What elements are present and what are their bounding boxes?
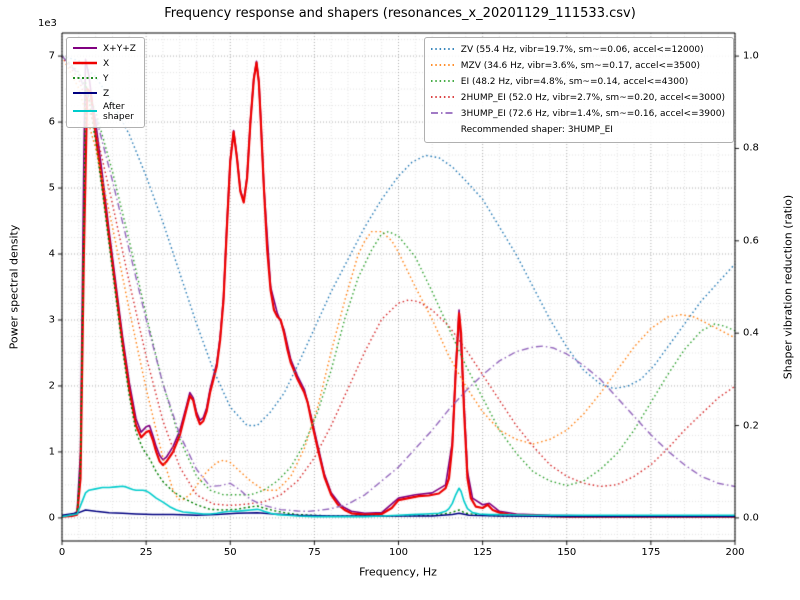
y-right-tick-label: 0.0 <box>743 512 759 524</box>
legend-line-sample-x <box>73 59 97 70</box>
legend-line-sample-2hump-ei <box>430 93 455 104</box>
legend-line-sample-after-shaper <box>73 107 97 118</box>
legend-label-z: Z <box>103 89 110 100</box>
y-right-tick-label: 0.8 <box>743 142 759 154</box>
legend-item-mzv: MZV (34.6 Hz, vibr=3.6%, sm~=0.17, accel… <box>430 58 725 74</box>
legend-psd: X+Y+Z X Y Z After shaper <box>66 37 145 128</box>
y-axis-multiplier: 1e3 <box>38 18 57 29</box>
legend-label-y: Y <box>103 74 109 85</box>
legend-line-sample-ei <box>430 77 455 88</box>
legend-line-sample-3hump-ei <box>430 109 455 120</box>
y-right-tick-label: 0.4 <box>743 327 759 339</box>
legend-item-z: Z <box>73 87 136 102</box>
x-tick-label: 0 <box>58 547 66 558</box>
legend-label-x-y-z: X+Y+Z <box>103 44 136 55</box>
legend-label-3hump-ei: 3HUMP_EI (72.6 Hz, vibr=1.4%, sm~=0.16, … <box>460 108 725 119</box>
legend-item-recommended-shaper: Recommended shaper: 3HUMP_EI <box>431 122 725 138</box>
y-axis-label-right: Shaper vibration reduction (ratio) <box>781 194 795 380</box>
legend-item-x-y-z: X+Y+Z <box>73 42 136 57</box>
y-axis-label-left: Power spectral density <box>7 224 21 350</box>
y-left-tick-label: 7 <box>48 50 55 62</box>
y-right-tick-label: 0.6 <box>743 235 759 247</box>
x-tick-label: 75 <box>308 547 321 558</box>
legend-item-after-shaper: After shaper <box>73 102 136 123</box>
legend-item-ei: EI (48.2 Hz, vibr=4.8%, sm~=0.14, accel<… <box>430 74 725 90</box>
y-left-tick-label: 4 <box>48 248 55 260</box>
legend-line-sample-recommended-shaper <box>431 126 455 134</box>
legend-line-sample-zv <box>430 45 455 56</box>
legend-label-x: X <box>103 59 110 70</box>
y-left-tick-label: 0 <box>48 512 55 524</box>
x-tick-label: 125 <box>473 547 493 558</box>
legend-item-zv: ZV (55.4 Hz, vibr=19.7%, sm~=0.06, accel… <box>430 42 725 58</box>
legend-line-sample-z <box>73 89 97 100</box>
legend-label-zv: ZV (55.4 Hz, vibr=19.7%, sm~=0.06, accel… <box>460 44 704 55</box>
legend-label-2hump-ei: 2HUMP_EI (52.0 Hz, vibr=2.7%, sm~=0.20, … <box>460 92 725 103</box>
legend-item-x: X <box>73 57 136 72</box>
y-left-tick-label: 1 <box>48 446 55 458</box>
legend-label-mzv: MZV (34.6 Hz, vibr=3.6%, sm~=0.17, accel… <box>460 60 700 71</box>
x-tick-label: 25 <box>139 547 153 558</box>
y-right-tick-label: 0.2 <box>743 420 759 432</box>
legend-item-2hump-ei: 2HUMP_EI (52.0 Hz, vibr=2.7%, sm~=0.20, … <box>430 90 725 106</box>
y-left-tick-label: 6 <box>48 116 55 128</box>
legend-item-3hump-ei: 3HUMP_EI (72.6 Hz, vibr=1.4%, sm~=0.16, … <box>430 106 725 122</box>
x-axis-label: Frequency, Hz <box>359 565 437 579</box>
x-tick-label: 150 <box>557 547 577 558</box>
legend-item-y: Y <box>73 72 136 87</box>
legend-shapers: ZV (55.4 Hz, vibr=19.7%, sm~=0.06, accel… <box>423 37 734 143</box>
legend-label-after-shaper: After shaper <box>103 102 134 123</box>
x-tick-label: 100 <box>388 547 409 558</box>
y-left-tick-label: 2 <box>48 380 55 392</box>
chart-title: Frequency response and shapers (resonanc… <box>164 6 636 21</box>
legend-line-sample-x-y-z <box>73 44 97 55</box>
legend-label-recommended-shaper: Recommended shaper: 3HUMP_EI <box>460 124 613 135</box>
legend-label-ei: EI (48.2 Hz, vibr=4.8%, sm~=0.14, accel<… <box>460 76 689 87</box>
x-tick-label: 200 <box>725 547 745 558</box>
y-right-tick-label: 1.0 <box>743 50 759 62</box>
legend-line-sample-mzv <box>430 61 455 72</box>
y-left-tick-label: 3 <box>48 314 55 326</box>
x-tick-label: 50 <box>223 547 237 558</box>
legend-line-sample-y <box>73 74 97 85</box>
x-tick-label: 175 <box>641 547 661 558</box>
y-left-tick-label: 5 <box>48 182 55 194</box>
